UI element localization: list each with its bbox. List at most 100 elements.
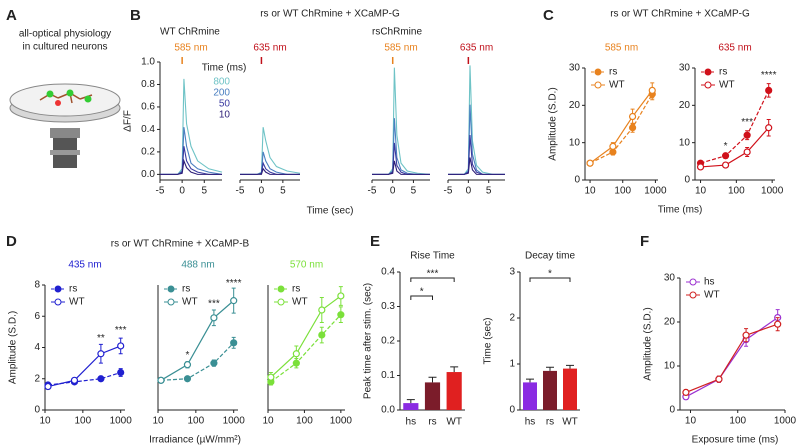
series-line xyxy=(589,90,653,164)
wavelength-label: 570 nm xyxy=(290,260,323,271)
x-tick-label: 10 xyxy=(584,186,596,197)
legend-marker xyxy=(704,68,712,76)
legend-label: 800 xyxy=(213,77,230,88)
x-tick-label: 10 xyxy=(39,416,51,427)
series-line xyxy=(448,65,505,175)
y-tick-label: 0.3 xyxy=(381,301,395,312)
y-tick-label: 0 xyxy=(669,405,675,416)
series-line xyxy=(47,345,121,388)
x-tick-label: 1000 xyxy=(774,416,797,427)
x-tick-label: -5 xyxy=(444,186,453,197)
wavelength-label: 635 nm xyxy=(253,43,286,54)
error-bar xyxy=(406,399,415,404)
y-axis-label: Amplitude (S.D.) xyxy=(8,311,19,384)
data-point xyxy=(715,375,723,383)
x-tick-label: 1000 xyxy=(223,416,246,427)
y-axis-label: ΔF/F xyxy=(123,110,134,132)
y-axis-label: Time (sec) xyxy=(483,318,494,365)
panel-a-illustration: all-optical physiology in cultured neuro… xyxy=(9,29,121,168)
x-tick-label: 0 xyxy=(179,186,185,197)
data-point xyxy=(117,342,125,350)
legend-marker xyxy=(594,68,602,76)
neuron xyxy=(46,90,54,98)
y-tick-label: 0.2 xyxy=(141,147,155,158)
wavelength-label: 435 nm xyxy=(68,260,101,271)
legend-label: rs xyxy=(719,67,727,78)
significance-bracket xyxy=(529,277,571,282)
x-tick-label: hs xyxy=(406,417,417,428)
chart-title: Rise Time xyxy=(410,251,455,262)
y-tick-label: 10 xyxy=(569,137,581,148)
data-point xyxy=(210,314,218,322)
subplot: rs or WT ChRmine + XCaMP-G WT ChRmine 585 … xyxy=(123,9,400,197)
wavelength-label: 635 nm xyxy=(460,43,493,54)
x-tick-label: rs xyxy=(546,417,554,428)
x-axis-label: Exposure time (ms) xyxy=(692,435,779,446)
panel-letter: F xyxy=(640,233,649,250)
legend-marker xyxy=(167,298,175,306)
subplot: rsChRmine 585 nm Time (sec) -5 0 5 xyxy=(307,27,431,217)
data-point xyxy=(318,306,326,314)
panel-letter: A xyxy=(6,7,17,24)
data-point xyxy=(117,368,125,377)
data-point xyxy=(70,376,79,384)
chart-title: rs or WT ChRmine + XCaMP-G xyxy=(610,9,750,20)
y-tick-label: 0 xyxy=(574,175,580,186)
subplot: rs or WT ChRmine + XCaMP-G 585 nm Amplitud… xyxy=(548,9,750,197)
data-point xyxy=(337,311,345,319)
series-line xyxy=(160,300,235,381)
legend-marker xyxy=(277,285,285,293)
x-tick-label: 1000 xyxy=(644,186,667,197)
data-point xyxy=(628,112,637,121)
panel-letter: D xyxy=(6,233,17,250)
data-point xyxy=(337,292,345,300)
data-point xyxy=(721,152,730,160)
panel-letter: E xyxy=(370,233,380,250)
data-point xyxy=(586,159,594,167)
y-tick-label: 0 xyxy=(34,405,40,416)
legend-marker xyxy=(689,291,697,299)
legend-marker xyxy=(167,285,175,293)
neuron xyxy=(84,95,92,103)
subplot: 570 nm 10 100 1000 rs WT xyxy=(262,260,352,427)
bar xyxy=(563,368,577,410)
data-point xyxy=(682,388,690,396)
y-tick-label: 1 xyxy=(509,359,515,370)
data-point xyxy=(230,339,238,347)
data-point xyxy=(210,359,218,367)
chart-title: rs or WT ChRmine + XCaMP-B xyxy=(111,239,250,250)
x-tick-label: rs xyxy=(428,417,436,428)
legend-label: WT xyxy=(182,297,198,308)
objective-top xyxy=(50,128,80,138)
neuron xyxy=(66,89,74,97)
series-line xyxy=(160,127,223,175)
x-tick-label: 5 xyxy=(280,186,286,197)
annotation: ** xyxy=(97,333,105,344)
y-tick-label: 4 xyxy=(34,342,40,353)
annotation: * xyxy=(724,141,728,152)
legend-label: rs xyxy=(609,67,617,78)
x-tick-label: 100 xyxy=(728,186,745,197)
significance-label: * xyxy=(548,269,552,280)
data-point xyxy=(765,86,773,95)
x-tick-label: 100 xyxy=(188,416,205,427)
error-bar xyxy=(428,376,437,383)
data-point xyxy=(292,350,300,358)
y-tick-label: 0.1 xyxy=(381,370,395,381)
subtitle: WT ChRmine xyxy=(160,27,220,38)
data-point xyxy=(183,375,192,383)
y-tick-label: 20 xyxy=(664,317,676,328)
annotation: **** xyxy=(226,278,242,289)
y-tick-label: 0.8 xyxy=(141,79,155,90)
y-tick-label: 2 xyxy=(34,373,40,384)
legend-label: 200 xyxy=(213,88,230,99)
legend-label: rs xyxy=(292,284,300,295)
y-axis-label: Amplitude (S.D.) xyxy=(643,307,654,380)
y-tick-label: 0.0 xyxy=(141,169,155,180)
series-line xyxy=(240,151,300,175)
series-line xyxy=(240,127,301,175)
significance-bracket xyxy=(410,277,455,282)
